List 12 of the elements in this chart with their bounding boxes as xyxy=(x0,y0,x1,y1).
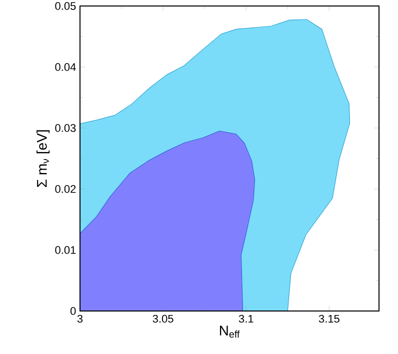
y-tick-label: 0.05 xyxy=(55,2,76,10)
x-tick-label: 3.05 xyxy=(152,314,174,323)
y-tick-label: 0 xyxy=(70,307,76,315)
x-axis-title: N$_{eff}$ xyxy=(220,326,240,338)
y-tick-label: 0.02 xyxy=(55,185,76,193)
y-tick-label: 0.03 xyxy=(55,124,76,132)
y-tick-label: 0.04 xyxy=(55,63,76,71)
y-axis-title: Σ m$_{ν}$ [eV] xyxy=(36,130,50,187)
y-tick-label: 0.01 xyxy=(55,246,76,254)
x-tick-label: 3.1 xyxy=(238,314,254,323)
x-tick-label: 3 xyxy=(77,314,83,323)
x-tick-label: 3.15 xyxy=(318,314,340,323)
